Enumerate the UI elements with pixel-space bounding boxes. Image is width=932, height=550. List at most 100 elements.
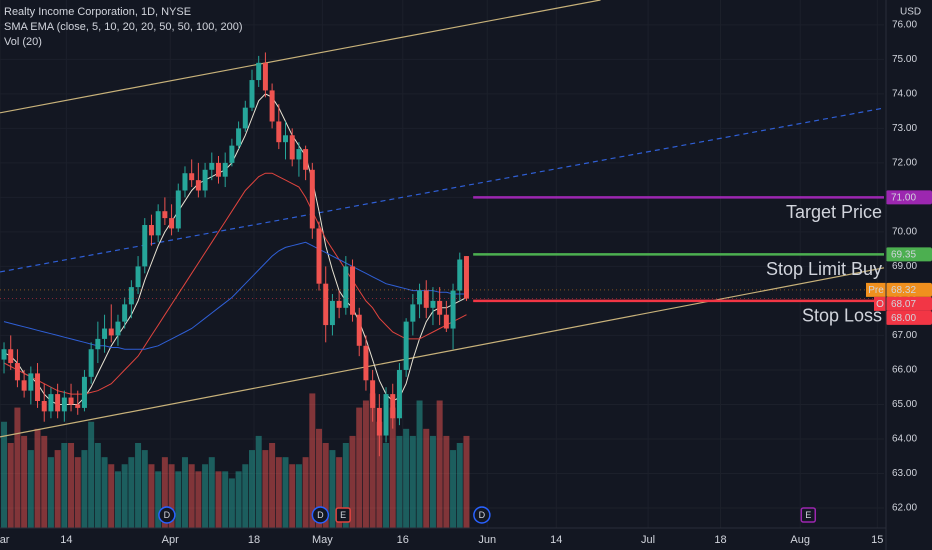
candle-body [256,62,262,81]
volume-bar [61,443,68,528]
x-tick-label: May [312,534,333,546]
event-marker [800,507,817,523]
candle-body [81,376,87,408]
volume-bar [81,450,88,528]
candle-body [48,394,54,412]
chart-title: Realty Income Corporation, 1D, NYSE [4,6,191,18]
y-tick-label: 67.00 [892,330,917,341]
volume-bar [188,464,195,528]
candle-body [35,373,41,402]
candle-body [215,162,221,177]
candle-body [323,283,329,326]
candle-body [236,128,242,146]
volume-bar [416,400,423,528]
candle-body [1,349,7,360]
candle-body [316,228,322,284]
price-tag [886,190,932,205]
candle-body [463,256,469,299]
volume-bar [356,407,363,528]
candle-body [396,369,402,419]
candle-body [155,211,161,236]
event-marker [473,506,491,524]
y-tick-label: 70.00 [892,227,917,238]
grid: 62.00 63.00 64.00 65.00 66.00 67.00 68.00 69.00… [0,19,918,546]
candle-body [390,394,396,419]
candle-body [242,107,248,129]
volume-bar [181,457,188,528]
candle-body [115,321,121,336]
candle-body [162,211,168,219]
volume-bar [262,450,269,528]
volume-bar [222,471,229,528]
candle-body [356,314,362,346]
candle-body [222,162,228,177]
volume-bar [1,421,8,528]
volume-bar [403,428,410,528]
candle-body [303,149,309,170]
volume-bar [242,464,249,528]
candle-body [95,338,101,350]
volume-bar [376,421,383,528]
volume-bar [342,443,349,528]
candle-body [450,290,456,329]
price-tag [886,247,932,262]
volume-bar [47,457,54,528]
volume-bar [255,435,262,528]
y-tick-label: 63.00 [892,468,917,479]
volume-bar [302,457,309,528]
event-label: D [317,510,324,520]
volume-bar [248,450,255,528]
volume-bar [68,443,75,528]
candle-body [88,349,94,377]
price-tag-label: 68.00 [891,313,916,324]
volume-bar [148,464,155,528]
volume-bar [114,471,121,528]
volume-bar [135,443,142,528]
volume-bar [429,435,436,528]
volume-bar [275,457,282,528]
candle-body [363,345,369,381]
moving-average [3,241,467,350]
indicator-label: SMA EMA (close, 5, 10, 20, 20, 50, 50, 1… [4,21,242,33]
x-tick-label: Mar [0,534,10,546]
price-tag-badge-label: O [876,299,884,310]
x-tick-label: Apr [162,534,179,546]
event-label: E [340,510,346,520]
candle-body [457,259,463,291]
volume-bar [423,428,430,528]
volume-bar [7,443,14,528]
volume-bar [208,457,215,528]
candle-body [148,225,154,236]
overlay: Target Price Stop Limit Buy Stop Loss 71.00… [0,190,932,524]
y-tick-label: 73.00 [892,123,917,134]
x-tick-label: 18 [714,534,726,546]
candle-body [14,363,20,381]
candle-body [336,300,342,308]
volume-bar [329,450,336,528]
volume-bar [88,421,95,528]
y-tick-label: 72.00 [892,158,917,169]
candle-body [376,407,382,436]
volume-bar [21,435,28,528]
price-tag-badge [866,282,886,297]
price-tag-label: 68.32 [891,285,916,296]
volume-bar [74,457,81,528]
candle-body [169,218,175,229]
candle-body [55,394,61,412]
candle-body [102,328,108,339]
volume-bar [175,471,182,528]
volume-bar [316,428,323,528]
volume-bar [295,464,302,528]
candle-body [350,266,356,315]
volume-bar [463,435,470,528]
candle-body [189,173,195,181]
candle-body [410,304,416,322]
volume-bar [362,400,369,528]
price-tag-badge-label: Pre [868,285,884,296]
price-tag-label: 71.00 [891,193,916,204]
volume-bar [168,464,175,528]
candle-body [41,401,47,412]
x-tick-label: Aug [790,534,810,546]
volume-bar [41,435,48,528]
y-tick-label: 62.00 [892,503,917,514]
